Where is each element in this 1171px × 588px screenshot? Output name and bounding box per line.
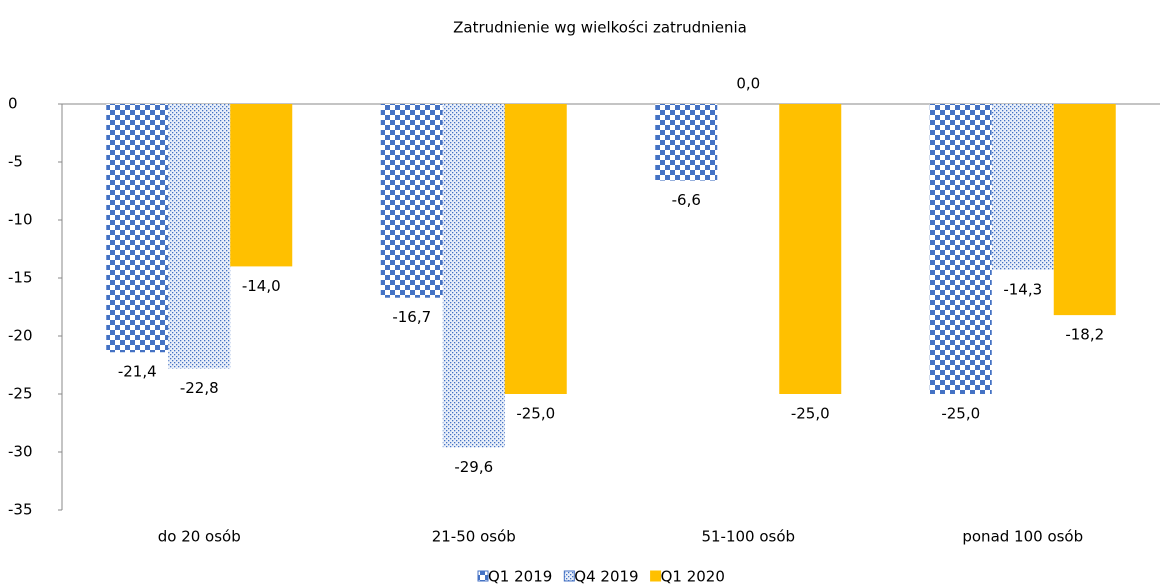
data-label: -25,0 bbox=[516, 405, 555, 423]
x-tick-label: 51-100 osób bbox=[701, 528, 795, 546]
legend-label: Q1 2019 bbox=[488, 568, 552, 586]
data-label: 0,0 bbox=[736, 75, 760, 93]
legend-marker bbox=[563, 570, 575, 582]
data-label: -29,6 bbox=[454, 458, 493, 476]
data-label: -14,0 bbox=[242, 277, 281, 295]
data-label: -21,4 bbox=[118, 363, 157, 381]
data-label: -25,0 bbox=[941, 405, 980, 423]
bar bbox=[230, 104, 293, 267]
bar bbox=[442, 104, 505, 448]
bar bbox=[1053, 104, 1116, 316]
bar bbox=[380, 104, 443, 298]
data-label: -6,6 bbox=[672, 191, 701, 209]
legend-marker bbox=[650, 570, 662, 582]
bar bbox=[106, 104, 169, 353]
bar bbox=[655, 104, 718, 181]
data-label: -14,3 bbox=[1003, 280, 1042, 298]
y-tick-label: -30 bbox=[8, 443, 33, 461]
bar bbox=[991, 104, 1054, 270]
x-tick-label: 21-50 osób bbox=[432, 528, 516, 546]
bar bbox=[929, 104, 992, 394]
data-label: -18,2 bbox=[1065, 326, 1104, 344]
data-label: -16,7 bbox=[392, 308, 431, 326]
bar bbox=[168, 104, 231, 369]
x-tick-label: do 20 osób bbox=[158, 528, 241, 546]
y-tick-label: 0 bbox=[8, 95, 18, 113]
x-tick-label: ponad 100 osób bbox=[962, 528, 1083, 546]
y-tick-label: -5 bbox=[8, 153, 23, 171]
y-tick-label: -10 bbox=[8, 211, 33, 229]
bar bbox=[779, 104, 842, 394]
data-label: -22,8 bbox=[180, 379, 219, 397]
chart-title: Zatrudnienie wg wielkości zatrudnienia bbox=[453, 19, 747, 37]
legend-marker bbox=[477, 570, 489, 582]
y-tick-label: -15 bbox=[8, 269, 33, 287]
legend-label: Q1 2020 bbox=[661, 568, 725, 586]
y-tick-label: -25 bbox=[8, 385, 33, 403]
legend-label: Q4 2019 bbox=[574, 568, 638, 586]
y-tick-label: -20 bbox=[8, 327, 33, 345]
y-tick-label: -35 bbox=[8, 501, 33, 519]
data-label: -25,0 bbox=[791, 405, 830, 423]
bar bbox=[504, 104, 567, 394]
